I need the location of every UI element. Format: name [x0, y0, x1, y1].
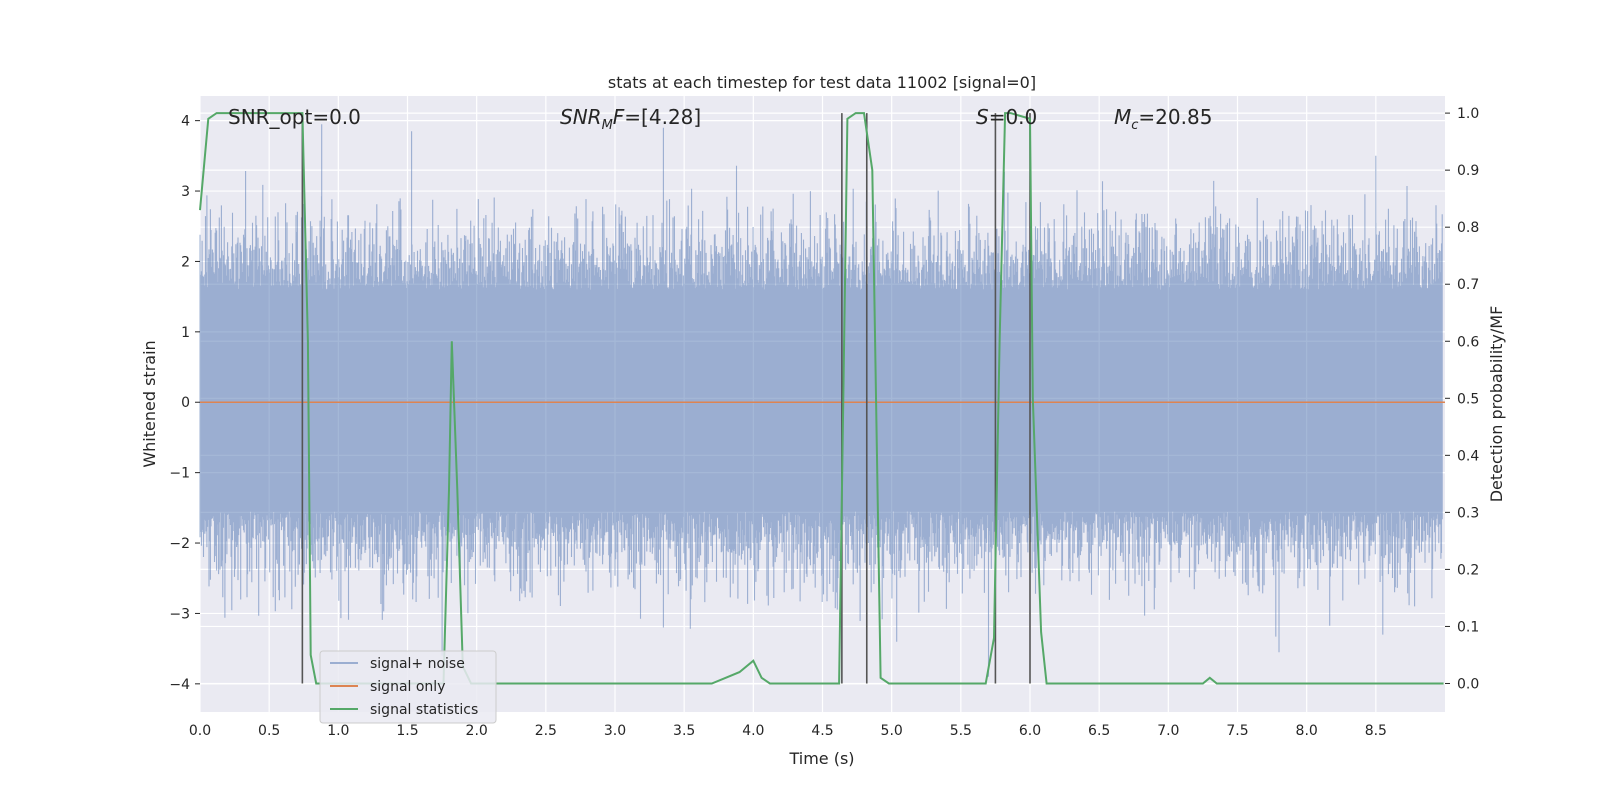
right-tick-label: 0.0 — [1457, 676, 1479, 692]
right-tick-label: 0.9 — [1457, 163, 1479, 179]
right-tick-label: 0.4 — [1457, 448, 1479, 464]
x-tick-label: 4.0 — [742, 723, 764, 739]
legend: signal+ noise signal only signal statist… — [319, 650, 497, 724]
annotation-s: S=0.0 — [976, 105, 1037, 129]
x-tick-label: 5.0 — [881, 723, 903, 739]
x-tick-label: 1.0 — [327, 723, 349, 739]
legend-label-signal-statistics: signal statistics — [370, 702, 478, 718]
chart-title: stats at each timestep for test data 110… — [608, 73, 1036, 92]
y-tick-label: 0 — [181, 395, 190, 411]
x-tick-label: 6.0 — [1019, 723, 1041, 739]
annotation-snr-opt: SNR_opt=0.0 — [228, 105, 361, 129]
right-tick-label: 1.0 — [1457, 106, 1479, 122]
right-tick-label: 0.6 — [1457, 334, 1479, 350]
y-tick-label: −3 — [169, 606, 190, 622]
x-tick-label: 8.5 — [1365, 723, 1387, 739]
y-tick-label: 2 — [181, 254, 190, 270]
legend-label-signal-only: signal only — [370, 679, 445, 695]
y-tick-label: 1 — [181, 325, 190, 341]
right-axis-ticks: 0.0 0.1 0.2 0.3 0.4 0.5 0.6 0.7 0.8 0.9 1.0 — [1445, 106, 1479, 692]
annotation-mc: Mc=20.85 — [1114, 105, 1212, 133]
x-tick-label: 5.5 — [950, 723, 972, 739]
right-axis-label: Detection probability/MF — [1487, 306, 1506, 503]
y-tick-label: −2 — [169, 536, 190, 552]
x-tick-label: 7.5 — [1226, 723, 1248, 739]
x-axis-label: Time (s) — [788, 749, 854, 768]
x-tick-label: 6.5 — [1088, 723, 1110, 739]
x-tick-label: 7.0 — [1157, 723, 1179, 739]
x-tick-label: 0.5 — [258, 723, 280, 739]
y-axis-label: Whitened strain — [140, 340, 159, 467]
x-tick-label: 4.5 — [811, 723, 833, 739]
legend-box — [319, 650, 497, 724]
y-tick-label: −4 — [169, 677, 190, 693]
x-tick-label: 2.5 — [535, 723, 557, 739]
x-tick-label: 8.0 — [1296, 723, 1318, 739]
x-tick-label: 0.0 — [189, 723, 211, 739]
legend-label-signal-noise: signal+ noise — [370, 656, 465, 672]
x-tick-label: 1.5 — [396, 723, 418, 739]
annotation-snr-mf: SNRMF=[4.28] — [560, 105, 701, 133]
right-tick-label: 0.5 — [1457, 391, 1479, 407]
x-tick-label: 3.5 — [673, 723, 695, 739]
y-tick-label: −1 — [169, 466, 190, 482]
right-tick-label: 0.8 — [1457, 220, 1479, 236]
right-tick-label: 0.1 — [1457, 619, 1479, 635]
right-tick-label: 0.7 — [1457, 277, 1479, 293]
right-tick-label: 0.3 — [1457, 505, 1479, 521]
y-tick-label: 4 — [181, 114, 190, 130]
x-axis-ticks: 0.0 0.5 1.0 1.5 2.0 2.5 3.0 3.5 4.0 4.5 5.0 5.5 6.0 6… — [189, 723, 1387, 739]
x-tick-label: 3.0 — [604, 723, 626, 739]
y-axis-ticks: −4 −3 −2 −1 0 1 2 3 4 — [169, 114, 200, 693]
right-tick-label: 0.2 — [1457, 562, 1479, 578]
x-tick-label: 2.0 — [466, 723, 488, 739]
y-tick-label: 3 — [181, 184, 190, 200]
